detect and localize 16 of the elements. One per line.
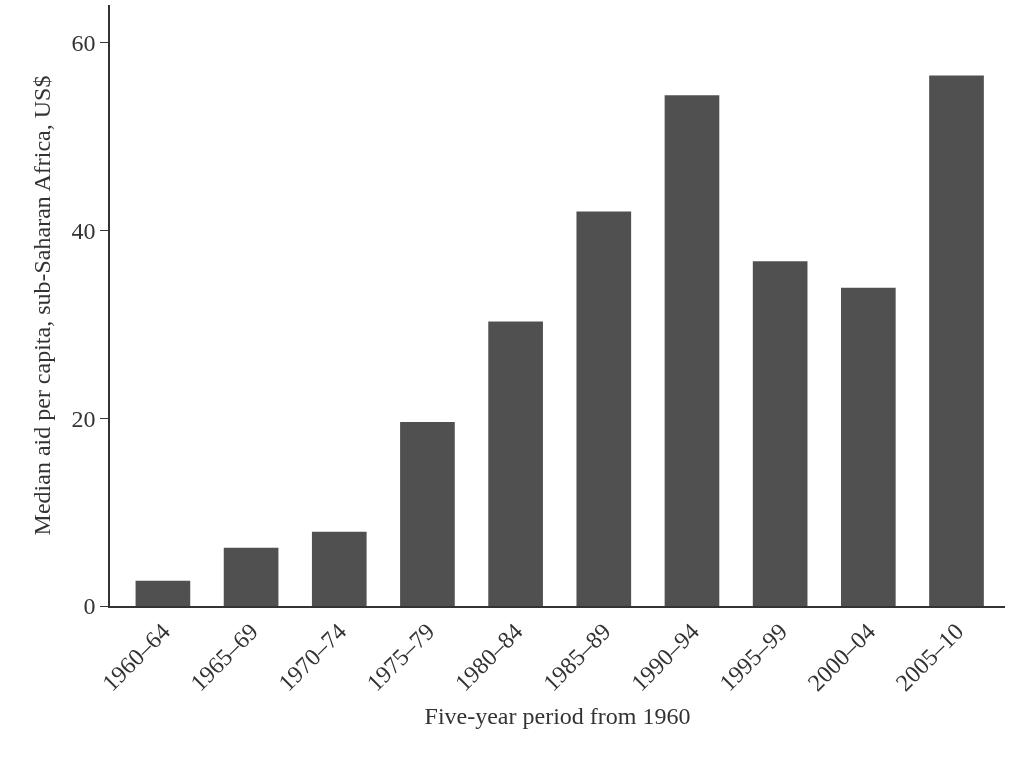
y-tick-label: 20 — [71, 405, 96, 432]
bar — [400, 421, 455, 606]
bar — [752, 261, 808, 606]
y-tick-label: 40 — [71, 217, 96, 244]
bar — [840, 287, 896, 606]
bar — [929, 75, 984, 606]
bar — [488, 321, 543, 606]
bar — [576, 211, 632, 606]
x-axis-title: Five-year period from 1960 — [424, 702, 691, 729]
y-tick-label: 0 — [83, 593, 96, 620]
bar — [311, 531, 367, 606]
bar — [223, 547, 279, 606]
bar — [135, 580, 191, 606]
y-tick-label: 60 — [71, 29, 96, 56]
bar — [664, 95, 720, 606]
y-axis-title: Median aid per capita, sub-Saharan Africa, US$ — [29, 75, 56, 536]
